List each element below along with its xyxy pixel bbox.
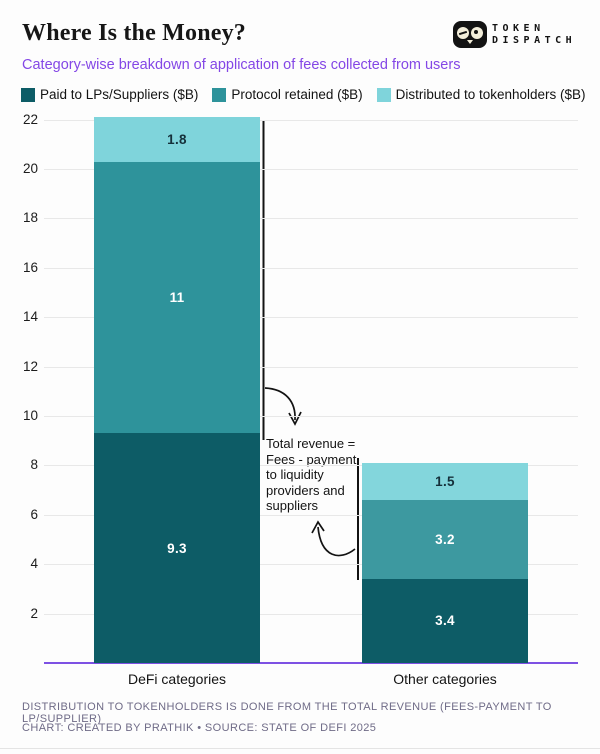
gridline — [44, 169, 578, 170]
gridline — [44, 218, 578, 220]
bar-segment: 3.4 — [362, 579, 528, 663]
y-axis-tick-label: 18 — [22, 210, 38, 226]
owl-logo-icon — [453, 21, 487, 48]
footer-note: DISTRIBUTION TO TOKENHOLDERS IS DONE FRO… — [22, 701, 552, 725]
x-axis-category-label: Other categories — [393, 671, 497, 687]
y-axis-tick-label: 8 — [30, 457, 38, 473]
x-axis-category-label: DeFi categories — [127, 671, 227, 687]
gridline — [44, 366, 578, 368]
bottom-divider — [0, 748, 600, 749]
bar-segment: 9.3 — [94, 433, 260, 663]
owl-right-eye-icon — [471, 27, 483, 39]
legend-item: Paid to LPs/Suppliers ($B) — [21, 87, 198, 102]
legend-swatch — [212, 87, 227, 102]
y-axis-tick-label: 16 — [22, 259, 38, 275]
legend-swatch — [21, 87, 35, 102]
y-axis-tick-label: 12 — [22, 358, 38, 374]
bar-segment: 11 — [94, 161, 260, 434]
arrow-up-curve — [317, 526, 356, 557]
owl-left-eye-icon — [457, 27, 469, 39]
y-axis-tick-label: 20 — [22, 161, 38, 176]
logo-text-dispatch: DISPATCH — [492, 35, 577, 46]
footer-credit: CHART: CREATED BY PRATHIK • SOURCE: STAT… — [22, 722, 377, 734]
logo-text-token: TOKEN — [492, 23, 545, 34]
legend-label: Protocol retained ($B) — [231, 87, 363, 102]
bar-segment: 3.2 — [362, 499, 528, 579]
y-axis-tick-label: 22 — [22, 111, 38, 127]
gridline — [44, 416, 578, 417]
bar-value-label: 1.5 — [435, 473, 455, 489]
legend-item: Protocol retained ($B) — [212, 87, 363, 102]
bar-value-label: 1.8 — [167, 131, 187, 147]
y-axis-tick-label: 14 — [22, 309, 38, 325]
gridline — [44, 613, 578, 615]
gridline — [44, 119, 578, 121]
legend-label: Distributed to tokenholders ($B) — [395, 87, 586, 102]
token-dispatch-logo: TOKEN DISPATCH — [453, 21, 576, 48]
arrow-down-head — [288, 411, 302, 426]
chart-legend: Paid to LPs/Suppliers ($B) Protocol retai… — [21, 87, 586, 102]
owl-beak-icon — [467, 40, 473, 44]
x-axis-line — [44, 662, 578, 664]
bar-value-label: 3.4 — [435, 613, 455, 629]
gridline — [44, 317, 578, 319]
y-axis-tick-label: 4 — [30, 556, 38, 572]
bar-other-categories: 1.5 3.2 3.4 — [362, 462, 528, 663]
legend-item: Distributed to tokenholders ($B) — [376, 87, 586, 102]
annotation-text: Total revenue = Fees - payment to liquid… — [266, 436, 357, 513]
bar-value-label: 9.3 — [167, 540, 187, 556]
page-title: Where Is the Money? — [22, 20, 246, 46]
arrow-up-head — [311, 520, 325, 534]
bar-segment: 1.8 — [94, 117, 260, 162]
gridline — [44, 514, 578, 516]
bar-defi-categories: 1.8 11 9.3 — [94, 117, 260, 663]
gridline — [44, 564, 578, 566]
legend-swatch — [376, 87, 391, 102]
gridline — [44, 465, 578, 467]
gridline — [44, 267, 578, 269]
y-axis-tick-label: 10 — [22, 408, 38, 423]
bar-value-label: 3.2 — [435, 531, 455, 547]
y-axis-tick-label: 2 — [30, 605, 38, 621]
legend-label: Paid to LPs/Suppliers ($B) — [40, 87, 199, 102]
plot-area: Total revenue = Fees - payment to liquid… — [0, 111, 600, 687]
bar-segment: 1.5 — [362, 462, 528, 500]
y-axis-tick-label: 6 — [30, 506, 38, 522]
bar-value-label: 11 — [169, 289, 185, 305]
chart-subtitle: Category-wise breakdown of application o… — [22, 57, 461, 73]
